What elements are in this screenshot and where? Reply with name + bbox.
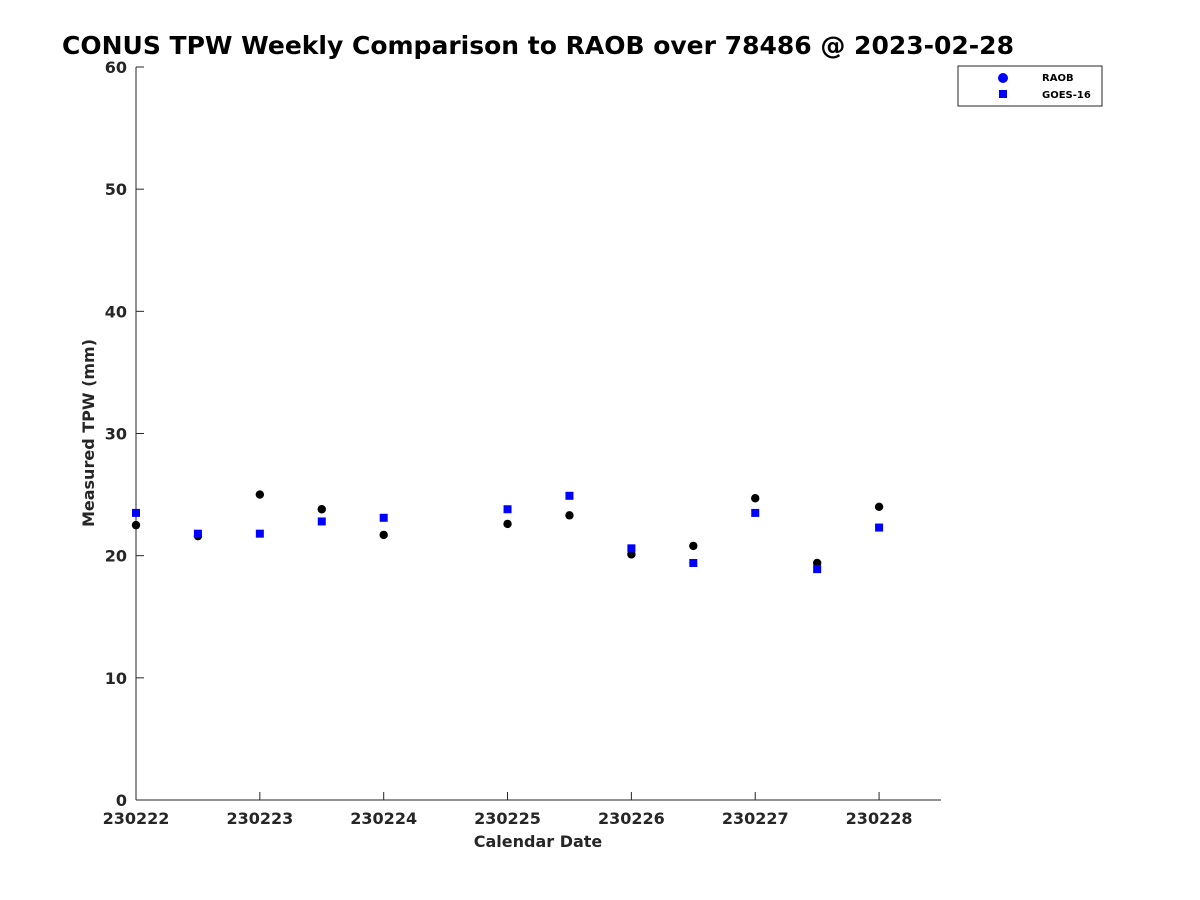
legend: RAOB GOES-16 <box>957 65 1103 107</box>
raob-point <box>627 550 636 559</box>
goes16-point <box>627 544 636 553</box>
goes16-point <box>132 508 140 517</box>
x-axis-label: Calendar Date <box>474 832 603 851</box>
series-layer <box>131 490 884 574</box>
legend-marker-goes16 <box>999 90 1007 98</box>
goes16-point <box>503 505 512 514</box>
goes16-point <box>751 508 760 517</box>
raob-point <box>812 558 822 568</box>
x-tick-label: 230226 <box>598 809 665 828</box>
legend-label-raob: RAOB <box>1042 73 1074 84</box>
goes16-point <box>689 558 698 567</box>
y-tick-label: 10 <box>105 669 127 688</box>
chart-title: CONUS TPW Weekly Comparison to RAOB over… <box>62 31 1014 60</box>
series-raob <box>131 490 884 568</box>
x-tick-label: 230227 <box>722 809 789 828</box>
goes16-point <box>317 517 326 526</box>
y-tick-label: 30 <box>105 425 127 444</box>
y-axis-label: Measured TPW (mm) <box>79 339 98 527</box>
raob-point <box>874 502 884 511</box>
x-tick-label: 230222 <box>103 809 170 828</box>
legend-marker-raob <box>998 73 1008 83</box>
plot-area <box>135 67 941 801</box>
y-tick-label: 0 <box>116 791 127 810</box>
x-tick-label: 230225 <box>474 809 541 828</box>
raob-point <box>255 490 265 499</box>
goes16-point <box>813 565 822 574</box>
raob-point <box>689 541 698 551</box>
x-tick-label: 230228 <box>846 809 913 828</box>
y-tick-label: 50 <box>105 180 127 199</box>
x-tick-label: 230223 <box>226 809 293 828</box>
raob-point <box>317 505 326 514</box>
goes16-point <box>255 529 264 538</box>
y-ticks: 0 10 20 30 40 50 60 <box>105 58 144 810</box>
goes16-point <box>379 513 388 522</box>
goes16-point <box>193 529 202 538</box>
y-tick-label: 20 <box>105 547 127 566</box>
legend-box <box>957 65 1103 107</box>
series-goes-16 <box>132 491 884 574</box>
raob-point <box>503 519 512 529</box>
x-ticks: 230222 230223 230224 230225 230226 230227 2302… <box>103 792 913 828</box>
goes16-point <box>875 523 884 532</box>
raob-point <box>131 520 141 530</box>
raob-point <box>379 530 388 540</box>
legend-label-goes16: GOES-16 <box>1042 90 1091 101</box>
raob-point <box>565 511 574 520</box>
y-tick-label: 40 <box>105 302 127 321</box>
x-tick-label: 230224 <box>350 809 417 828</box>
raob-point <box>751 494 760 503</box>
y-tick-label: 60 <box>105 58 127 77</box>
goes16-point <box>565 491 574 500</box>
